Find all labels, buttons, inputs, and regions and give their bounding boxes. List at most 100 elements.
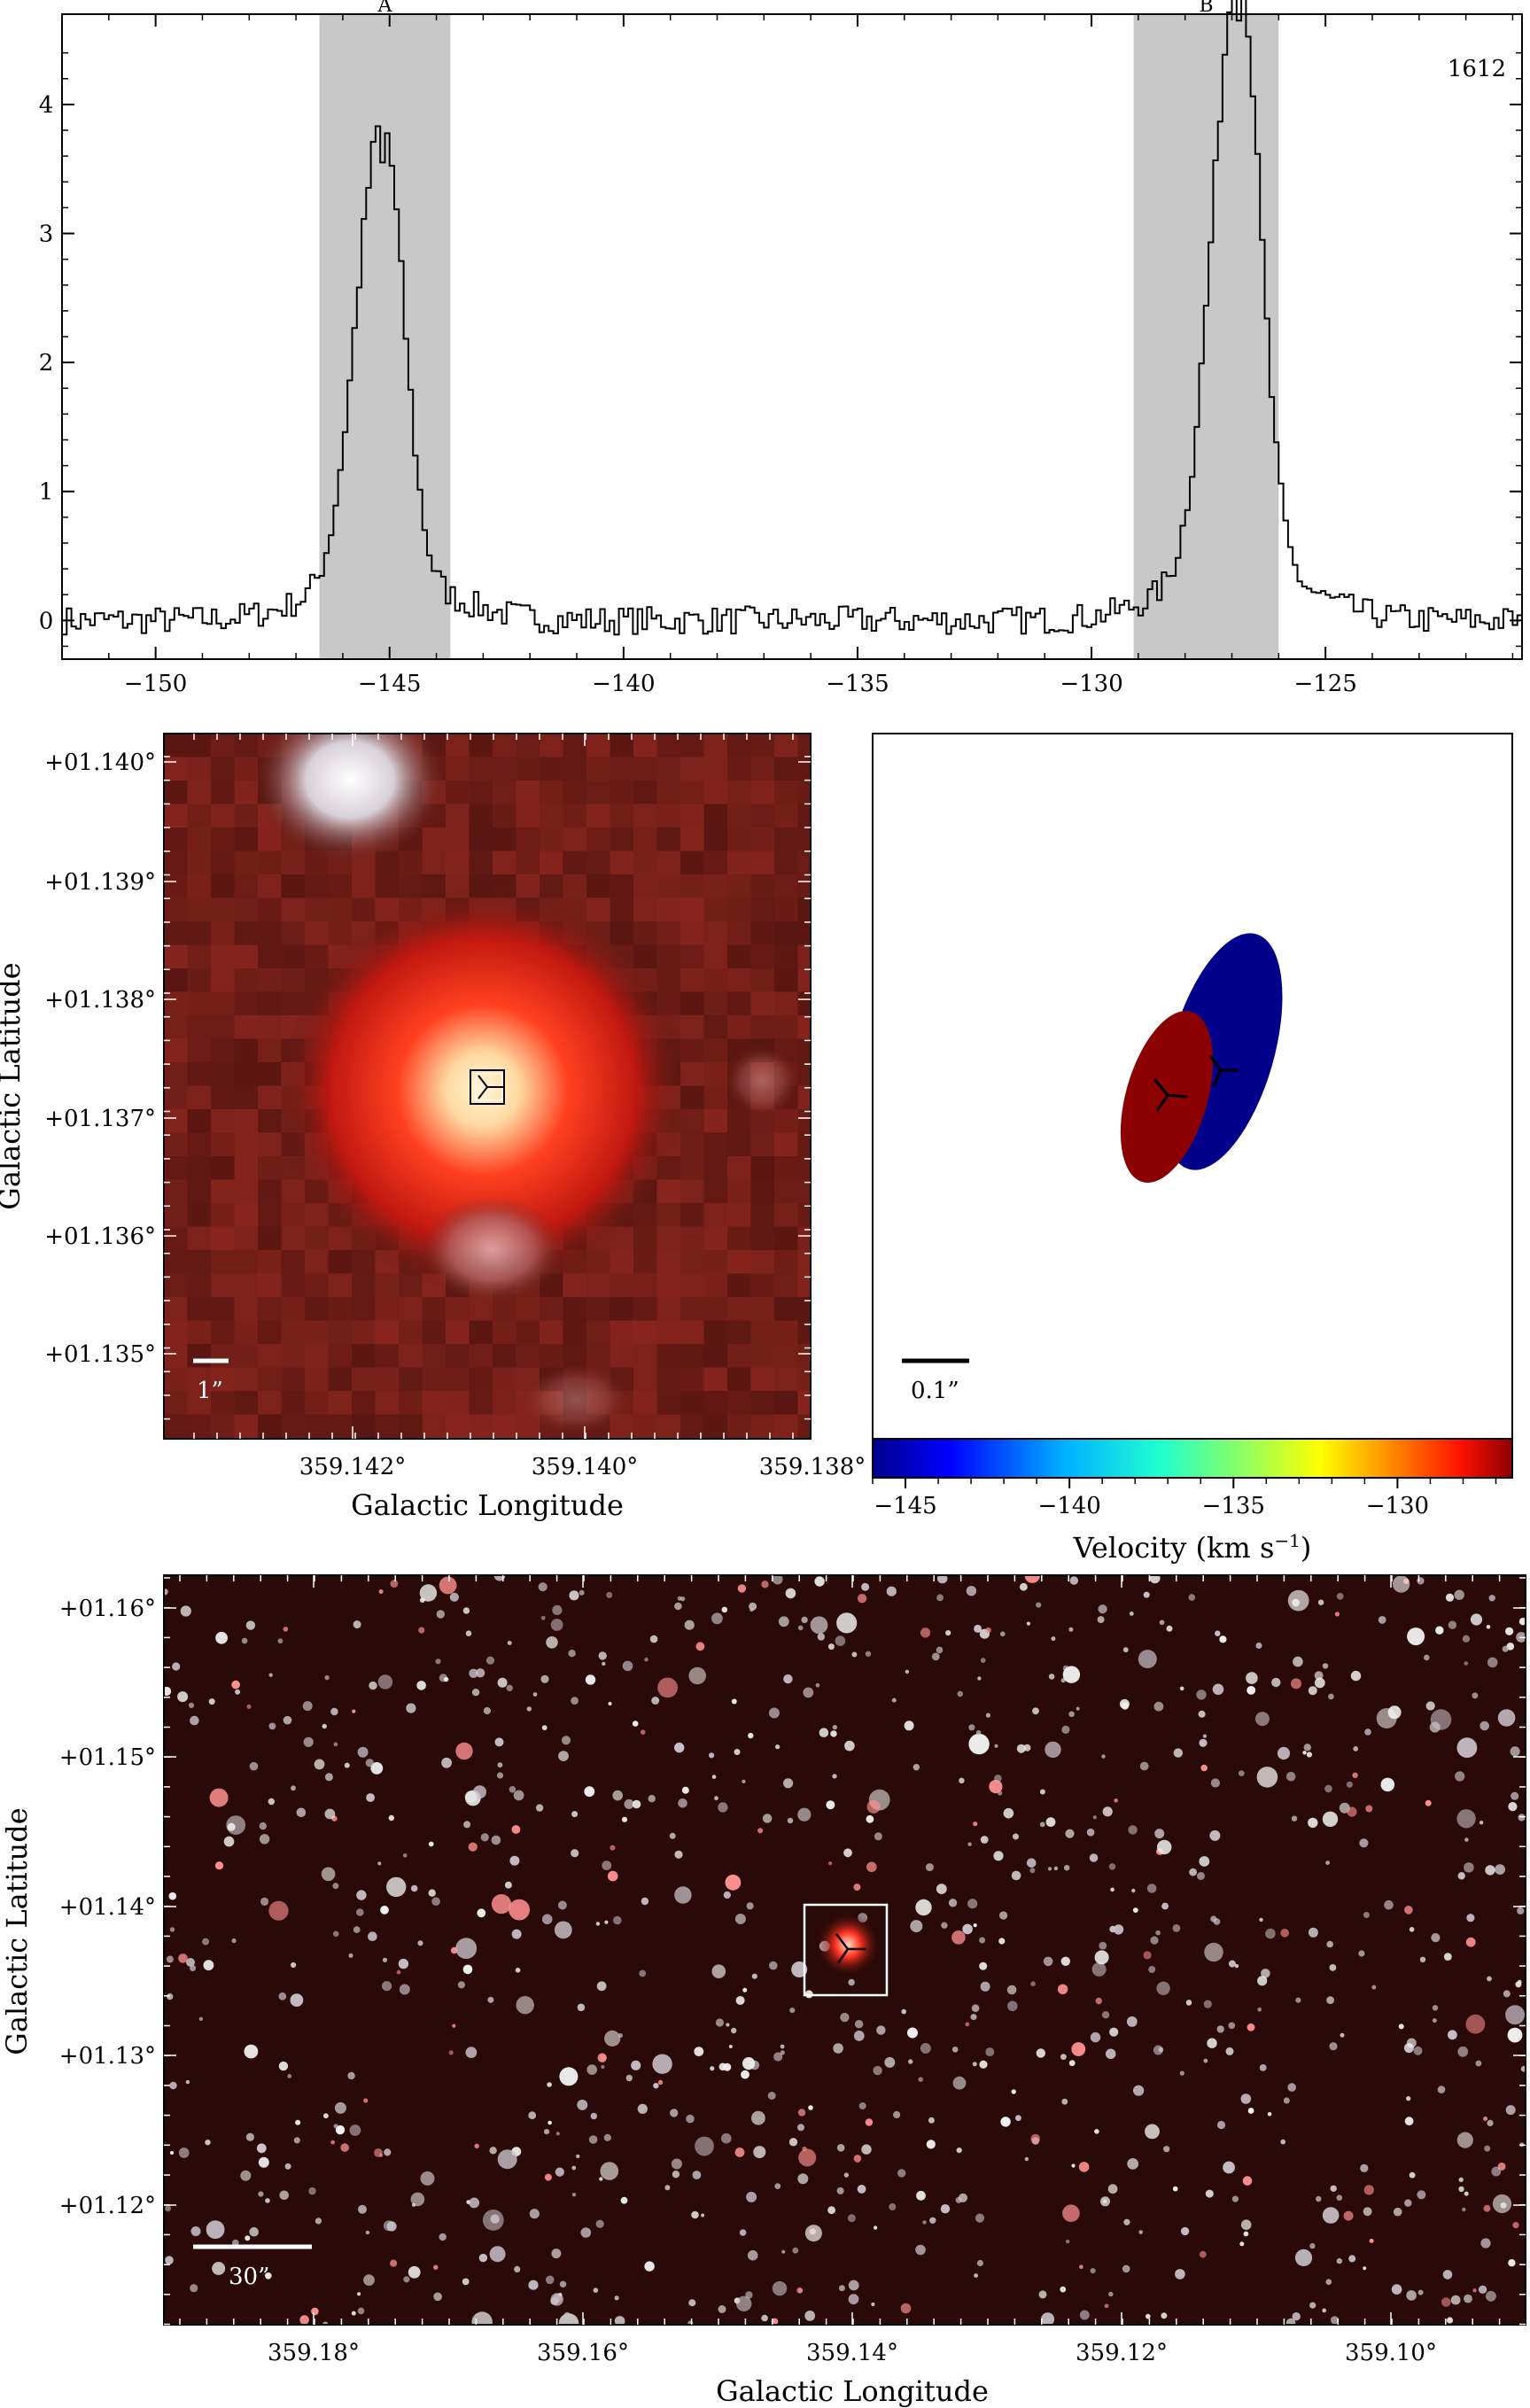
zoom-pixel — [164, 968, 189, 993]
field-star — [1057, 1984, 1068, 1994]
field-star — [420, 2171, 435, 2186]
zoom-pixel — [516, 804, 540, 828]
zoom-pixel — [703, 1438, 728, 1439]
field-star — [975, 1729, 982, 1736]
field-star — [827, 2206, 835, 2215]
zoom-pixel — [703, 1250, 728, 1275]
field-ytick-label: +01.15° — [59, 1744, 156, 1771]
field-star — [1064, 1865, 1070, 1871]
zoom-pixel — [703, 827, 728, 852]
field-star — [1161, 2312, 1168, 2319]
zoom-pixel — [234, 851, 259, 875]
zoom-pixel — [234, 1226, 259, 1251]
zoom-pixel — [610, 804, 634, 828]
zoom-pixel — [540, 1297, 564, 1322]
zoom-pixel — [305, 1297, 330, 1322]
zoom-pixel — [727, 1414, 752, 1439]
field-star — [1024, 2156, 1029, 2162]
field-star — [904, 1721, 914, 1731]
zoom-pixel — [703, 1320, 728, 1345]
zoom-pixel — [258, 1344, 283, 1369]
field-star — [1259, 1917, 1263, 1923]
field-star — [915, 1899, 932, 1916]
field-star — [545, 2275, 555, 2285]
field-star — [511, 1825, 521, 1834]
zoom-pixel — [211, 1156, 236, 1181]
field-star — [780, 2050, 785, 2055]
zoom-pixel — [469, 1320, 493, 1345]
zoom-pixel — [703, 804, 728, 828]
field-star — [973, 1923, 977, 1928]
field-star — [857, 2185, 866, 2194]
field-star — [356, 1908, 364, 1916]
zoom-pixel — [375, 1391, 400, 1416]
zoom-pixel — [680, 1367, 705, 1392]
zoom-pixel — [656, 968, 681, 993]
field-star — [188, 1702, 195, 1708]
zoom-pixel — [727, 1109, 752, 1134]
field-star — [586, 2064, 597, 2075]
zoom-pixel — [375, 1344, 400, 1369]
field-star — [1036, 1602, 1042, 1608]
spectrum-xtick-label: −135 — [826, 671, 889, 697]
field-star — [980, 1836, 989, 1844]
zoom-pixel — [328, 1344, 353, 1369]
field-star — [1090, 2268, 1096, 2274]
zoom-pixel — [211, 991, 236, 1016]
zoom-pixel — [703, 1132, 728, 1157]
field-star — [357, 2307, 365, 2315]
zoom-pixel — [774, 1226, 799, 1251]
field-star — [788, 2138, 798, 2147]
zoom-neighbor-star — [252, 734, 447, 864]
field-star — [390, 2259, 398, 2267]
zoom-pixel — [727, 734, 752, 758]
field-star — [172, 1662, 181, 1671]
zoom-pixel — [774, 874, 799, 899]
field-star — [547, 2082, 552, 2087]
zoom-pixel — [211, 804, 236, 828]
zoom-pixel — [797, 1367, 811, 1392]
zoom-pixel — [774, 781, 799, 805]
field-star — [922, 2220, 927, 2225]
field-star — [836, 1612, 858, 1634]
field-star — [295, 2119, 301, 2125]
zoom-pixel — [234, 874, 259, 899]
zoom-pixel — [164, 1109, 189, 1134]
field-star — [491, 1835, 501, 1845]
zoom-pixel — [680, 1297, 705, 1322]
field-star — [714, 1796, 718, 1801]
field-star — [593, 2288, 599, 2293]
field-star — [1472, 2288, 1477, 2293]
zoom-pixel — [305, 1414, 330, 1439]
field-star — [1045, 1741, 1061, 1759]
zoom-pixel — [211, 968, 236, 993]
field-star — [1071, 2042, 1086, 2056]
field-star — [1511, 1791, 1519, 1800]
zoom-pixel — [797, 1109, 811, 1134]
field-star — [1090, 2031, 1101, 2043]
zoom-pixel — [352, 1273, 377, 1298]
zoom-pixel — [399, 1297, 423, 1322]
field-star — [1068, 2060, 1076, 2067]
field-star — [227, 1822, 236, 1831]
field-star — [761, 2314, 768, 2322]
zoom-pixel — [258, 1203, 283, 1228]
zoom-pixel — [258, 1438, 283, 1439]
field-star — [538, 1582, 548, 1592]
zoom-pixel — [586, 874, 611, 899]
field-star — [651, 1697, 660, 1705]
field-star — [1228, 1960, 1236, 1968]
field-star — [1032, 1707, 1039, 1715]
field-star — [244, 2044, 259, 2059]
field-star — [514, 2265, 521, 2272]
field-star — [399, 1984, 410, 1995]
velocity-panel: 0.1” −145 −140 −135 −130 Velocity (km s−1) — [872, 733, 1513, 1565]
field-star — [1502, 1645, 1509, 1652]
field-star — [866, 1799, 881, 1814]
field-star — [177, 1691, 189, 1703]
field-star — [469, 1668, 478, 1679]
field-star — [865, 1651, 872, 1658]
field-star — [596, 1981, 607, 1992]
field-star — [1271, 1677, 1281, 1688]
field-star — [497, 2149, 517, 2170]
